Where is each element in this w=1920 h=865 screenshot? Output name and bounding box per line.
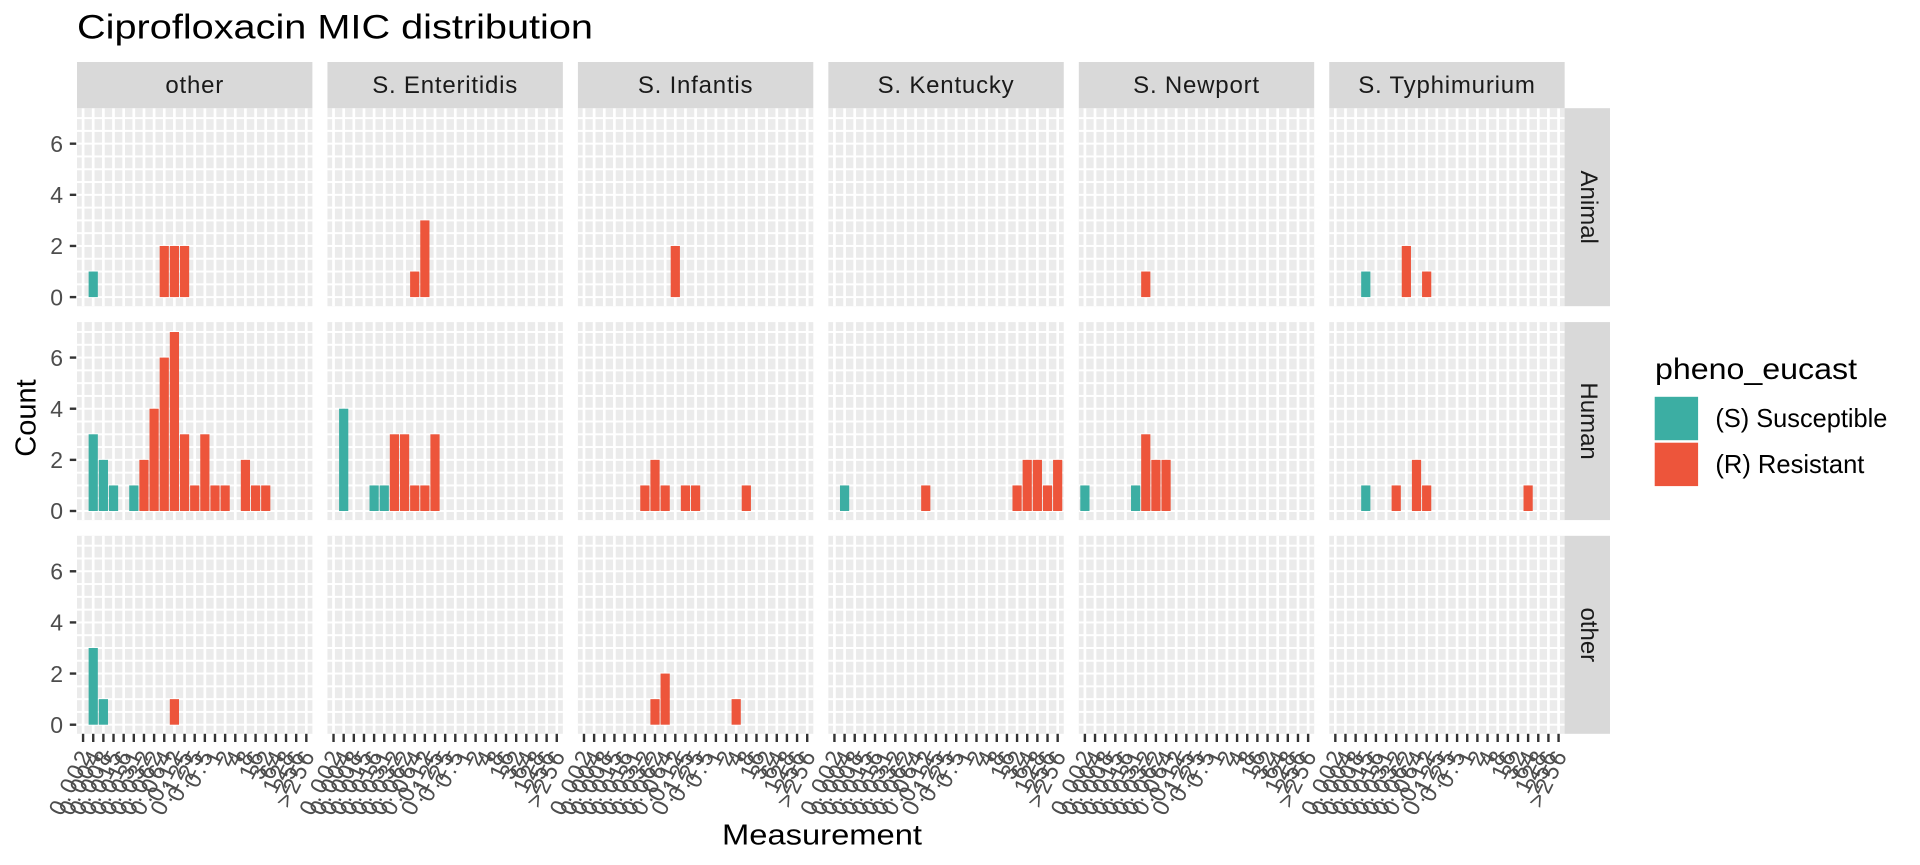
svg-text:Animal: Animal [1575,171,1602,244]
svg-text:other: other [165,72,224,99]
svg-text:6: 6 [50,131,63,157]
svg-text:Count: Count [11,379,43,456]
svg-text:4: 4 [50,182,63,208]
svg-text:6: 6 [50,558,63,584]
svg-text:0: 0 [50,712,63,738]
svg-text:pheno_eucast: pheno_eucast [1655,353,1858,386]
svg-text:(R) Resistant: (R) Resistant [1715,449,1865,479]
svg-text:4: 4 [50,610,63,636]
svg-text:0: 0 [50,284,63,310]
svg-text:Measurement: Measurement [722,820,922,852]
svg-text:(S) Susceptible: (S) Susceptible [1715,403,1887,433]
svg-text:4: 4 [50,396,63,422]
svg-text:Ciprofloxacin MIC distribution: Ciprofloxacin MIC distribution [77,9,593,47]
svg-text:S. Enteritidis: S. Enteritidis [372,72,518,99]
svg-text:Human: Human [1575,382,1602,459]
svg-text:S. Typhimurium: S. Typhimurium [1358,72,1535,99]
svg-text:S. Kentucky: S. Kentucky [878,72,1015,99]
svg-text:2: 2 [50,661,63,687]
svg-text:2: 2 [50,447,63,473]
svg-text:0: 0 [50,498,63,524]
svg-text:2: 2 [50,233,63,259]
svg-text:6: 6 [50,345,63,371]
svg-text:S. Infantis: S. Infantis [638,72,754,99]
svg-text:S. Newport: S. Newport [1133,72,1260,99]
svg-text:other: other [1575,607,1602,662]
